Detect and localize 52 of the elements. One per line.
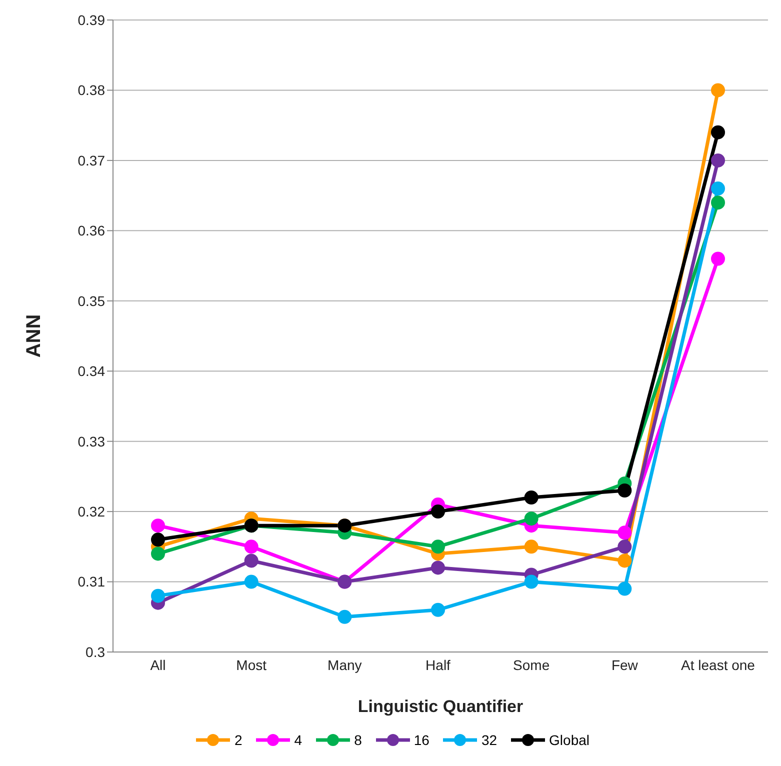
point — [151, 546, 165, 561]
point — [431, 602, 445, 617]
point — [618, 540, 632, 554]
y-tick-label: 0.36 — [78, 222, 106, 239]
point — [244, 540, 258, 554]
point — [524, 490, 538, 505]
point — [244, 574, 258, 589]
point — [244, 554, 258, 568]
y-axis-title: ANN — [23, 314, 46, 358]
legend-label: 4 — [294, 732, 302, 748]
point — [431, 560, 445, 575]
point — [151, 532, 165, 547]
point — [618, 526, 632, 540]
legend-label: 16 — [414, 732, 430, 748]
x-tick-label: Many — [328, 656, 362, 673]
legend-label: Global — [549, 732, 590, 748]
point — [431, 540, 445, 554]
y-tick-label: 0.34 — [78, 363, 106, 380]
point — [524, 512, 538, 526]
y-tick-label: 0.31 — [78, 574, 106, 590]
point — [711, 153, 725, 168]
y-tick-label: 0.3 — [86, 644, 106, 660]
x-tick-label: All — [150, 656, 166, 673]
point — [431, 504, 445, 519]
y-tick-label: 0.33 — [78, 433, 106, 450]
point — [618, 554, 632, 568]
x-axis-title: Linguistic Quantifier — [358, 697, 524, 716]
point — [524, 540, 538, 554]
y-tick-label: 0.35 — [78, 292, 106, 309]
y-tick-label: 0.39 — [78, 12, 106, 28]
x-tick-label: Half — [426, 656, 451, 673]
point — [338, 610, 352, 624]
point — [711, 196, 725, 210]
y-tick-label: 0.37 — [78, 152, 106, 168]
legend-label: 32 — [481, 732, 498, 748]
legend-label: 8 — [354, 732, 362, 748]
x-tick-label: Few — [611, 656, 639, 673]
point — [711, 125, 725, 140]
point — [618, 582, 632, 596]
y-tick-label: 0.38 — [78, 82, 106, 98]
point — [618, 483, 632, 498]
x-tick-label: At least one — [681, 656, 756, 673]
point — [151, 588, 165, 603]
point — [524, 574, 538, 589]
point — [711, 182, 725, 196]
point — [151, 518, 165, 533]
legend-label: 2 — [234, 732, 242, 748]
x-tick-label: Some — [513, 656, 550, 673]
point — [711, 252, 725, 266]
point — [711, 83, 725, 98]
x-tick-label: Most — [236, 656, 267, 673]
y-tick-label: 0.32 — [78, 504, 106, 520]
